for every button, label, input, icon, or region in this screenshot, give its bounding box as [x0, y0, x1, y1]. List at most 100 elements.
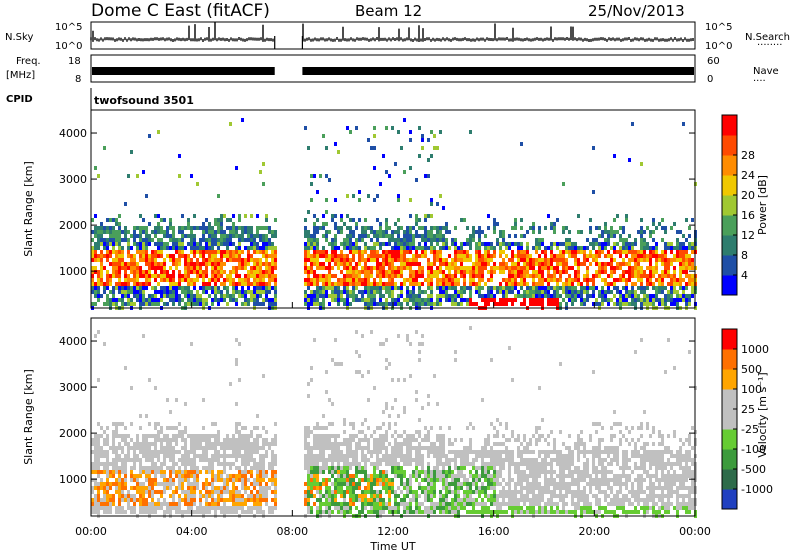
heatmap-cell: [373, 478, 376, 482]
heatmap-cell: [244, 510, 247, 514]
heatmap-cell: [382, 502, 385, 506]
heatmap-cell: [613, 302, 616, 306]
heatmap-cell: [385, 486, 388, 490]
heatmap-cell: [535, 270, 538, 274]
heatmap-cell: [316, 274, 319, 278]
heatmap-cell: [238, 342, 241, 346]
heatmap-cell: [334, 446, 337, 450]
heatmap-cell: [409, 462, 412, 466]
heatmap-cell: [259, 258, 262, 262]
heatmap-cell: [349, 218, 352, 222]
heatmap-cell: [355, 486, 358, 490]
heatmap-cell: [652, 298, 655, 302]
heatmap-cell: [385, 366, 388, 370]
heatmap-cell: [265, 454, 268, 458]
heatmap-cell: [397, 286, 400, 290]
heatmap-cell: [364, 458, 367, 462]
heatmap-cell: [124, 262, 127, 266]
heatmap-cell: [433, 454, 436, 458]
heatmap-cell: [163, 462, 166, 466]
heatmap-cell: [502, 270, 505, 274]
heatmap-cell: [256, 258, 259, 262]
heatmap-cell: [637, 262, 640, 266]
heatmap-cell: [115, 446, 118, 450]
heatmap-cell: [517, 294, 520, 298]
heatmap-cell: [451, 490, 454, 494]
heatmap-cell: [595, 286, 598, 290]
heatmap-cell: [268, 238, 271, 242]
heatmap-cell: [106, 298, 109, 302]
heatmap-cell: [412, 498, 415, 502]
heatmap-cell: [130, 510, 133, 514]
heatmap-cell: [214, 442, 217, 446]
heatmap-cell: [412, 238, 415, 242]
heatmap-cell: [151, 254, 154, 258]
heatmap-cell: [115, 510, 118, 514]
heatmap-cell: [94, 294, 97, 298]
heatmap-cell: [163, 482, 166, 486]
heatmap-cell: [688, 294, 691, 298]
heatmap-cell: [601, 250, 604, 254]
heatmap-cell: [337, 462, 340, 466]
heatmap-cell: [307, 254, 310, 258]
heatmap-cell: [181, 454, 184, 458]
heatmap-cell: [265, 258, 268, 262]
heatmap-cell: [631, 302, 634, 306]
heatmap-cell: [613, 242, 616, 246]
heatmap-cell: [388, 494, 391, 498]
heatmap-cell: [244, 474, 247, 478]
heatmap-cell: [106, 490, 109, 494]
heatmap-cell: [373, 446, 376, 450]
heatmap-cell: [304, 230, 307, 234]
heatmap-cell: [124, 274, 127, 278]
heatmap-cell: [433, 374, 436, 378]
heatmap-cell: [541, 266, 544, 270]
heatmap-cell: [196, 454, 199, 458]
heatmap-cell: [172, 262, 175, 266]
heatmap-cell: [154, 274, 157, 278]
heatmap-cell: [310, 234, 313, 238]
heatmap-cell: [376, 270, 379, 274]
heatmap-cell: [265, 450, 268, 454]
heatmap-cell: [136, 498, 139, 502]
heatmap-cell: [385, 126, 388, 130]
heatmap-cell: [667, 266, 670, 270]
heatmap-cell: [94, 502, 97, 506]
heatmap-cell: [400, 466, 403, 470]
heatmap-cell: [325, 254, 328, 258]
heatmap-cell: [463, 266, 466, 270]
heatmap-cell: [352, 230, 355, 234]
heatmap-cell: [544, 226, 547, 230]
heatmap-cell: [427, 302, 430, 306]
heatmap-cell: [691, 294, 694, 298]
heatmap-cell: [229, 382, 232, 386]
heatmap-cell: [397, 242, 400, 246]
heatmap-cell: [529, 254, 532, 258]
heatmap-cell: [121, 434, 124, 438]
heatmap-cell: [430, 242, 433, 246]
heatmap-cell: [382, 498, 385, 502]
heatmap-cell: [430, 290, 433, 294]
heatmap-cell: [184, 510, 187, 514]
heatmap-cell: [220, 454, 223, 458]
heatmap-cell: [466, 250, 469, 254]
heatmap-cell: [526, 230, 529, 234]
heatmap-cell: [439, 270, 442, 274]
heatmap-cell: [493, 254, 496, 258]
heatmap-cell: [256, 502, 259, 506]
heatmap-cell: [481, 294, 484, 298]
heatmap-cell: [379, 474, 382, 478]
heatmap-cell: [265, 238, 268, 242]
heatmap-cell: [97, 242, 100, 246]
heatmap-cell: [202, 302, 205, 306]
heatmap-cell: [439, 462, 442, 466]
heatmap-cell: [457, 266, 460, 270]
heatmap-cell: [109, 298, 112, 302]
heatmap-cell: [349, 238, 352, 242]
heatmap-cell: [595, 226, 598, 230]
heatmap-cell: [244, 450, 247, 454]
heatmap-cell: [106, 462, 109, 466]
heatmap-cell: [226, 474, 229, 478]
heatmap-cell: [418, 462, 421, 466]
heatmap-cell: [181, 278, 184, 282]
